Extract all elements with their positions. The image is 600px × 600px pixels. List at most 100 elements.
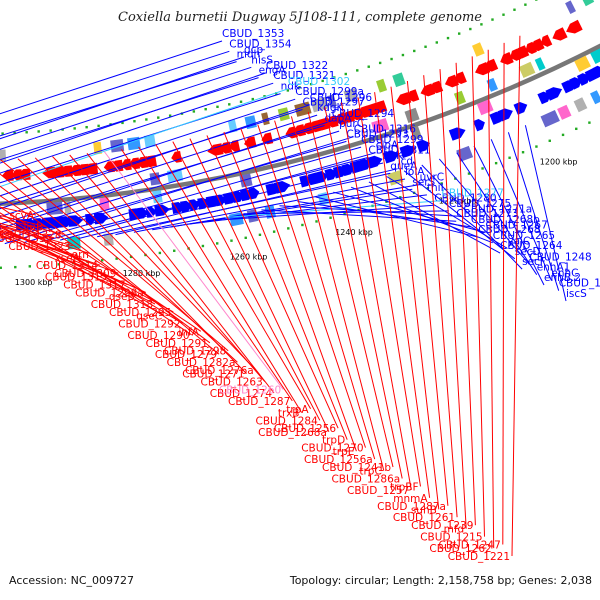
label-leader bbox=[0, 56, 245, 140]
gene-label-cbud-1302[interactable]: CBUD_1302 bbox=[288, 76, 350, 88]
gene-label-cbud-1317[interactable]: CBUD_1317 bbox=[63, 280, 125, 292]
gene-label-cbud-1295[interactable]: CBUD_1295 bbox=[109, 307, 171, 319]
gene-label-cbud-1292[interactable]: CBUD_1292 bbox=[118, 318, 180, 330]
gc-dot bbox=[61, 128, 64, 131]
gene-label-cbud-1311[interactable]: CBUD_1311 bbox=[368, 144, 430, 156]
feature-block bbox=[557, 104, 572, 120]
gene-label-cbud-1271a[interactable]: CBUD_1271a bbox=[464, 204, 533, 216]
gc-dot bbox=[424, 45, 427, 48]
gc-dot bbox=[491, 18, 494, 21]
gene-label-cbud-1321[interactable]: CBUD_1321 bbox=[273, 70, 335, 82]
gene-label-cbud-1274[interactable]: CBUD_1274 bbox=[210, 388, 273, 400]
gene-label-cbud-1254[interactable]: CBUD_1254 bbox=[559, 278, 600, 290]
gene-label-cbud-1256a[interactable]: CBUD_1256a bbox=[304, 454, 373, 466]
gene-label-cbud-1221[interactable]: CBUD_1221 bbox=[448, 551, 510, 563]
gene-label-infa[interactable]: infA bbox=[178, 326, 199, 338]
gc-dot bbox=[145, 118, 148, 121]
gene-label-enhc[interactable]: enhC bbox=[551, 267, 578, 279]
gene-label-cbud-1284[interactable]: CBUD_1284 bbox=[256, 415, 319, 427]
label-leader bbox=[60, 152, 376, 241]
gene-label-cbud-1275[interactable]: CBUD_1275 bbox=[449, 198, 511, 210]
gc-dot bbox=[378, 61, 382, 65]
gc-dot bbox=[258, 233, 262, 237]
gc-dot bbox=[481, 167, 484, 170]
gene-label-cbud-1280[interactable]: CBUD_1280 bbox=[434, 192, 496, 204]
gene-label-iscs[interactable]: iscS bbox=[566, 288, 587, 300]
gene-label-cbud-1298a[interactable]: CBUD_1298a bbox=[75, 288, 144, 300]
gene-label-cbud-1316[interactable]: CBUD_1316 bbox=[354, 124, 417, 136]
gene-label-cbud-1353[interactable]: CBUD_1353 bbox=[222, 28, 284, 40]
gene-label-cbud-1354[interactable]: CBUD_1354 bbox=[229, 38, 292, 50]
gene-label-cbud-1287[interactable]: CBUD_1287 bbox=[228, 396, 290, 408]
gene-label-cbud-1247[interactable]: CBUD_1247 bbox=[439, 540, 501, 552]
gene-label-cbud-1215[interactable]: CBUD_1215 bbox=[420, 532, 482, 544]
gene-label-cbud-1248[interactable]: CBUD_1248 bbox=[529, 251, 591, 263]
label-leader bbox=[257, 124, 366, 448]
gene-label-icd[interactable]: icd bbox=[398, 156, 413, 168]
gene-label-cbud-1265[interactable]: CBUD_1265 bbox=[493, 230, 555, 242]
gene-label-qseb[interactable]: qseB bbox=[109, 291, 135, 303]
gc-dot bbox=[329, 216, 332, 219]
gene-label-qsec[interactable]: qseC bbox=[136, 311, 162, 323]
gene-label-trxb[interactable]: trxB bbox=[278, 407, 300, 419]
gene-label-cbud-1299[interactable]: CBUD_1299 bbox=[361, 134, 423, 146]
gc-dot bbox=[426, 187, 430, 190]
gene-label-suhb[interactable]: suhB bbox=[411, 504, 437, 516]
gene-arrow bbox=[513, 45, 530, 59]
label-leader bbox=[439, 69, 467, 529]
gc-dot bbox=[129, 255, 133, 259]
gene-label-cbud-1268a[interactable]: CBUD_1268a bbox=[258, 427, 327, 439]
gene-label-cbud-1239[interactable]: CBUD_1239 bbox=[411, 520, 473, 532]
label-leader bbox=[0, 50, 230, 126]
gene-label-cbud-1282a[interactable]: CBUD_1282a bbox=[167, 357, 236, 369]
gene-label-cbud-1271[interactable]: CBUD_1271 bbox=[182, 369, 244, 381]
gene-label-cbud-1296[interactable]: CBUD_1296 bbox=[310, 92, 373, 104]
gene-label-cbud-1262[interactable]: CBUD_1262 bbox=[429, 543, 491, 555]
gene-label-trpbf[interactable]: trpBF bbox=[390, 481, 418, 493]
gene-label-secf[interactable]: secF bbox=[522, 256, 546, 268]
gene-label-kdgk[interactable]: kdgK bbox=[317, 102, 344, 114]
gene-label-gcp[interactable]: gcp bbox=[244, 44, 263, 56]
gene-label-cbud-1270[interactable]: CBUD_1270 bbox=[301, 443, 363, 455]
gene-label-enga[interactable]: engA bbox=[259, 65, 287, 77]
gene-label-trpa[interactable]: trpA bbox=[286, 404, 309, 416]
gc-dot bbox=[521, 151, 525, 154]
gene-label-trpc[interactable]: trpC bbox=[359, 466, 381, 478]
gene-label-cbud-1286a[interactable]: CBUD_1286a bbox=[331, 474, 400, 486]
gene-label-cbud-1277[interactable]: CBUD_1277 bbox=[442, 188, 504, 200]
gene-label-cbud-1287a[interactable]: CBUD_1287a bbox=[377, 501, 446, 513]
gene-label-cbud-1268[interactable]: CBUD_1268 bbox=[478, 224, 540, 236]
gene-label-trpd[interactable]: trpD bbox=[322, 435, 345, 447]
gene-arrow bbox=[448, 127, 466, 141]
gene-label-cbud-1291[interactable]: CBUD_1291 bbox=[146, 338, 208, 350]
gene-label-cbud-1315[interactable]: CBUD_1315 bbox=[45, 272, 107, 284]
gene-label-cbud-1256[interactable]: CBUD_1256 bbox=[274, 423, 337, 435]
gene-label-cbud-1263[interactable]: CBUD_1263 bbox=[201, 377, 263, 389]
gene-label-trpe[interactable]: trpE bbox=[333, 446, 355, 458]
gc-dot bbox=[344, 72, 347, 76]
gene-label-cbud-1299a[interactable]: CBUD_1299a bbox=[295, 86, 364, 98]
gene-arrow bbox=[145, 206, 157, 218]
gene-label-mfd[interactable]: mfd bbox=[444, 524, 465, 536]
gene-label-cbud-1276a[interactable]: CBUD_1276a bbox=[185, 365, 254, 377]
gene-label-cbud-1241b[interactable]: CBUD_1241b bbox=[322, 462, 391, 474]
gene-label-cbud-1297[interactable]: CBUD_1297 bbox=[303, 97, 365, 109]
gene-label-cbud-1298[interactable]: CBUD_1298 bbox=[164, 346, 226, 358]
label-leader bbox=[374, 92, 431, 498]
gene-label-cbud-1279[interactable]: CBUD_1279 bbox=[155, 349, 217, 361]
gc-dot bbox=[446, 36, 450, 40]
gene-label-cbud-1257[interactable]: CBUD_1257 bbox=[347, 485, 409, 497]
gene-label-xsea[interactable]: xseA bbox=[54, 252, 80, 264]
gene-label-cbud-1290[interactable]: CBUD_1290 bbox=[127, 330, 189, 342]
label-leader bbox=[507, 132, 560, 291]
gene-label-thii[interactable]: thiI bbox=[427, 182, 444, 194]
gene-label-cbud-1318[interactable]: CBUD_1318 bbox=[91, 299, 153, 311]
gene-label-cbud-1294[interactable]: CBUD_1294 bbox=[332, 108, 395, 120]
gene-label-hiss[interactable]: hisS bbox=[251, 54, 273, 66]
feature-block bbox=[103, 233, 114, 246]
gene-label-cbud-1261[interactable]: CBUD_1261 bbox=[393, 512, 455, 524]
gene-label-mnma[interactable]: mnmA bbox=[393, 493, 428, 505]
gene-label-cbud-1293[interactable]: CBUD_1293 bbox=[346, 128, 408, 140]
gene-label-cbud-1260[interactable]: CBUD_1260 bbox=[219, 385, 281, 397]
gene-label-cbud-1322[interactable]: CBUD_1322 bbox=[266, 60, 328, 72]
